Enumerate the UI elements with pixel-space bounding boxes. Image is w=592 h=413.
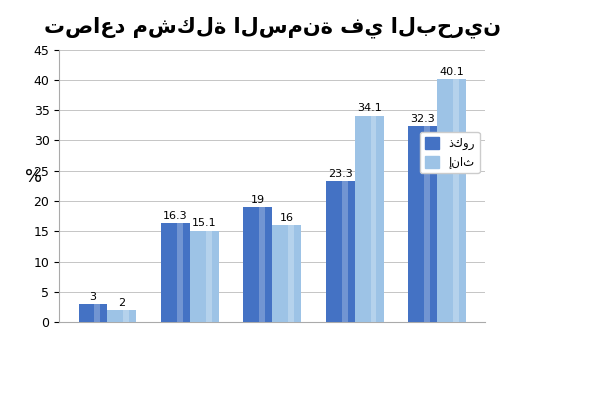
Bar	[437, 79, 466, 322]
Text: 40.1: 40.1	[439, 67, 464, 77]
Title: تصاعد مشكلة السمنة في البحرين: تصاعد مشكلة السمنة في البحرين	[44, 17, 501, 38]
Text: 34.1: 34.1	[357, 103, 382, 113]
Bar	[190, 231, 218, 322]
Legend: ذكور, إناث: ذكور, إناث	[420, 132, 480, 173]
Bar	[288, 225, 294, 322]
Text: 23.3: 23.3	[328, 169, 353, 178]
Bar	[408, 126, 437, 322]
Text: 2: 2	[118, 298, 126, 308]
Bar	[424, 126, 430, 322]
Y-axis label: %: %	[25, 168, 42, 186]
Bar	[161, 223, 190, 322]
Bar	[107, 310, 136, 322]
Bar	[259, 207, 265, 322]
Text: 16.3: 16.3	[163, 211, 188, 221]
Bar	[123, 310, 129, 322]
Bar	[453, 79, 459, 322]
Bar	[95, 304, 100, 322]
Bar	[355, 116, 384, 322]
Text: 3: 3	[89, 292, 96, 301]
Bar	[272, 225, 301, 322]
Bar	[177, 223, 183, 322]
Bar	[79, 304, 107, 322]
Text: 32.3: 32.3	[410, 114, 435, 124]
Text: 16: 16	[280, 213, 294, 223]
Bar	[243, 207, 272, 322]
Bar	[342, 181, 348, 322]
Text: 19: 19	[251, 195, 265, 204]
Bar	[371, 116, 377, 322]
Bar	[326, 181, 355, 322]
Bar	[206, 231, 211, 322]
Text: 15.1: 15.1	[192, 218, 217, 228]
